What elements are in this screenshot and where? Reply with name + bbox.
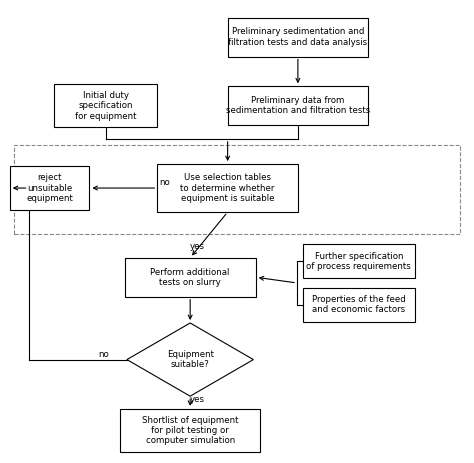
Text: Equipment
suitable?: Equipment suitable?: [167, 350, 214, 369]
FancyBboxPatch shape: [228, 18, 368, 56]
Text: no: no: [159, 178, 170, 187]
FancyBboxPatch shape: [228, 86, 368, 125]
Text: Perform additional
tests on slurry: Perform additional tests on slurry: [150, 268, 230, 287]
Text: Further specification
of process requirements: Further specification of process require…: [306, 251, 411, 271]
Text: Shortlist of equipment
for pilot testing or
computer simulation: Shortlist of equipment for pilot testing…: [142, 416, 238, 445]
Text: Preliminary sedimentation and
filtration tests and data analysis: Preliminary sedimentation and filtration…: [228, 27, 367, 47]
FancyBboxPatch shape: [125, 258, 256, 297]
Text: Properties of the feed
and economic factors: Properties of the feed and economic fact…: [312, 295, 406, 314]
Text: yes: yes: [190, 242, 205, 250]
Text: reject
unsuitable
equipment: reject unsuitable equipment: [26, 173, 73, 203]
FancyBboxPatch shape: [302, 244, 415, 278]
Text: yes: yes: [190, 395, 205, 404]
Text: Initial duty
specification
for equipment: Initial duty specification for equipment: [75, 91, 137, 120]
FancyBboxPatch shape: [55, 84, 157, 127]
Text: Preliminary data from
sedimentation and filtration tests: Preliminary data from sedimentation and …: [226, 96, 370, 115]
FancyBboxPatch shape: [302, 288, 415, 322]
Polygon shape: [127, 323, 254, 396]
FancyBboxPatch shape: [120, 409, 260, 452]
FancyBboxPatch shape: [10, 166, 90, 210]
FancyBboxPatch shape: [157, 164, 298, 212]
Text: no: no: [98, 350, 109, 359]
Text: Use selection tables
to determine whether
equipment is suitable: Use selection tables to determine whethe…: [181, 173, 275, 203]
